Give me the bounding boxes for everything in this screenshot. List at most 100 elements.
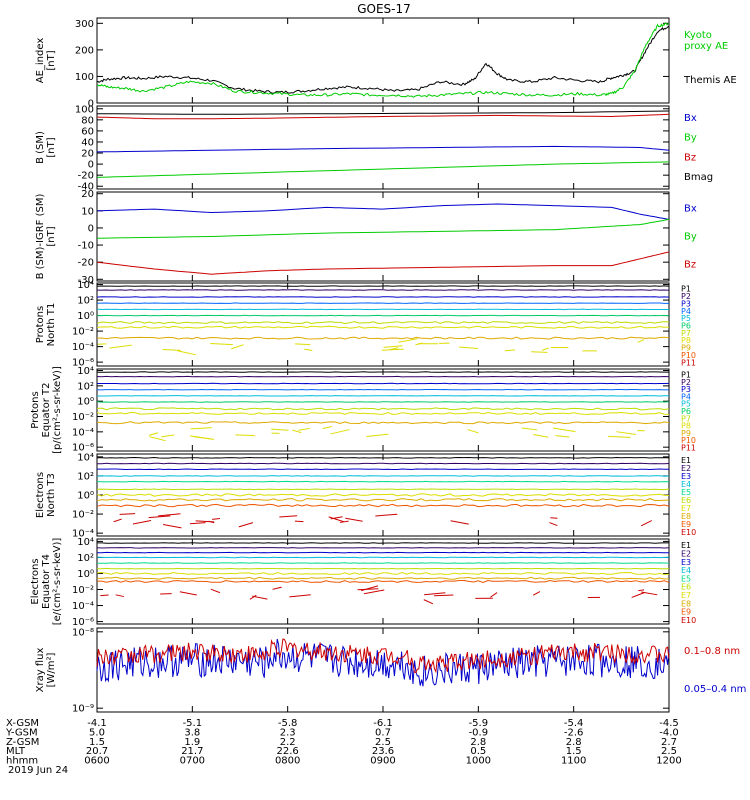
legend-entry: P2 (681, 378, 691, 387)
xaxis-value: 2.8 (470, 737, 486, 748)
legend-entry: P9 (681, 429, 691, 438)
flux-fragment (119, 513, 136, 515)
ytick-label: 0 (88, 223, 94, 234)
ytick-label: -20 (78, 258, 94, 269)
legend-entry: P7 (681, 414, 691, 423)
flux-channel-3 (96, 551, 670, 554)
flux-channel-2 (97, 462, 670, 465)
date-label: 2019 Jun 24 (8, 765, 68, 776)
y-axis-label: AE_index (35, 38, 46, 84)
flux-fragment (100, 594, 109, 597)
flux-fragment (550, 517, 558, 519)
ytick-label: 10⁻⁸ (72, 627, 94, 638)
ytick-label: 10² (77, 471, 94, 482)
flux-channel-4 (96, 556, 670, 559)
xaxis-value: 1.5 (566, 746, 582, 757)
flux-fragment (148, 515, 171, 519)
ytick-label: 10⁴ (77, 280, 94, 291)
flux-fragment (189, 522, 206, 525)
ytick-label: 10⁻² (72, 510, 94, 521)
legend-entry: Kyoto (684, 30, 712, 41)
flux-fragment (294, 343, 311, 346)
legend-entry: E2 (681, 464, 691, 473)
ytick-label: 10⁻⁶ (72, 617, 94, 628)
flux-channel-8 (96, 411, 670, 415)
flux-fragment (289, 594, 311, 598)
panel-protons_north: 10⁴ 10² 10⁰ 10⁻² 10⁻⁴ 10⁻⁶ Protons North T1 P1P2… (35, 280, 696, 369)
legend-entry: E10 (681, 528, 696, 537)
legend-entry: P4 (681, 307, 691, 316)
flux-fragment (179, 591, 197, 596)
xaxis-value: 0900 (370, 756, 395, 767)
flux-channel-8 (96, 325, 670, 329)
ytick-label: 60 (81, 126, 94, 137)
legend-entry: E9 (681, 520, 691, 529)
flux-channel-9 (96, 421, 670, 425)
xaxis-value: -4.0 (659, 727, 679, 738)
xaxis-value: 1200 (656, 756, 681, 767)
legend-entry: E5 (681, 574, 691, 583)
xaxis-value: 5.0 (89, 727, 105, 738)
panel-frame (96, 368, 670, 452)
ytick-label: 10⁻⁴ (72, 601, 94, 612)
series-themis-ae (96, 25, 670, 94)
ytick-label: 10⁰ (77, 491, 94, 502)
xaxis-value: -2.6 (564, 727, 584, 738)
flux-fragment (459, 346, 479, 349)
ytick-label: 10⁻⁶ (72, 443, 94, 454)
flux-fragment (238, 522, 254, 528)
legend-entry: E7 (681, 591, 691, 600)
xaxis-value: 23.6 (372, 746, 394, 757)
ytick-label: 100 (75, 72, 94, 83)
flux-fragment (504, 349, 516, 352)
panel-frame (96, 282, 670, 367)
flux-fragment (521, 427, 538, 431)
ytick-label: -30 (78, 275, 94, 286)
legend-entry: Themis AE (683, 75, 737, 86)
ytick-label: 300 (75, 19, 94, 30)
legend-entry: Bmag (684, 172, 713, 183)
flux-channel-6 (96, 488, 670, 491)
x-axis-table: X-GSM -4.1 -5.1 -5.8 -6.1 -5.9 -5.4 -4.5 Y-GSM 5.… (5, 718, 682, 767)
legend-entry: P5 (681, 400, 691, 409)
ytick-label: 10⁻⁴ (72, 427, 94, 438)
flux-fragment (252, 595, 268, 600)
xaxis-value: -4.5 (659, 718, 679, 729)
flux-channel-3 (97, 382, 670, 385)
xaxis-value: 0.7 (375, 727, 391, 738)
legend-entry: P5 (681, 314, 691, 323)
flux-fragment (177, 350, 197, 356)
legend-entry: E4 (681, 566, 691, 575)
series-0.05-0.4nm (96, 638, 670, 687)
flux-fragment (361, 585, 379, 592)
xaxis-value: -0.9 (469, 727, 489, 738)
series-kyoto-proxy-ae (96, 22, 670, 98)
y-axis-label: [e/(cm²-s-sr-keV)] (52, 538, 63, 626)
series-by (96, 161, 670, 178)
ytick-label: 10⁻² (72, 412, 94, 423)
flux-fragment (383, 345, 403, 348)
legend-entry: P3 (681, 385, 691, 394)
legend-entry: P1 (681, 371, 691, 380)
xaxis-value: 1100 (561, 756, 586, 767)
xaxis-value: -5.8 (278, 718, 298, 729)
flux-fragment (616, 431, 637, 435)
ytick-label: 10⁴ (77, 366, 94, 377)
ytick-label: 40 (81, 137, 94, 148)
series-bz (96, 113, 670, 120)
ytick-label: 10⁰ (77, 397, 94, 408)
ytick-label: 0 (88, 99, 94, 110)
legend-entry: E6 (681, 496, 691, 505)
legend-entry: E5 (681, 488, 691, 497)
flux-fragment (212, 518, 220, 520)
ytick-label: 10⁴ (77, 537, 94, 548)
ytick-label: -10 (78, 241, 94, 252)
flux-channel-7 (96, 321, 670, 325)
ytick-label: 20 (81, 189, 94, 200)
flux-fragment (398, 338, 418, 343)
flux-fragment (115, 594, 124, 598)
flux-fragment (357, 588, 379, 591)
xaxis-value: -5.9 (469, 718, 489, 729)
legend-entry: E3 (681, 472, 691, 481)
